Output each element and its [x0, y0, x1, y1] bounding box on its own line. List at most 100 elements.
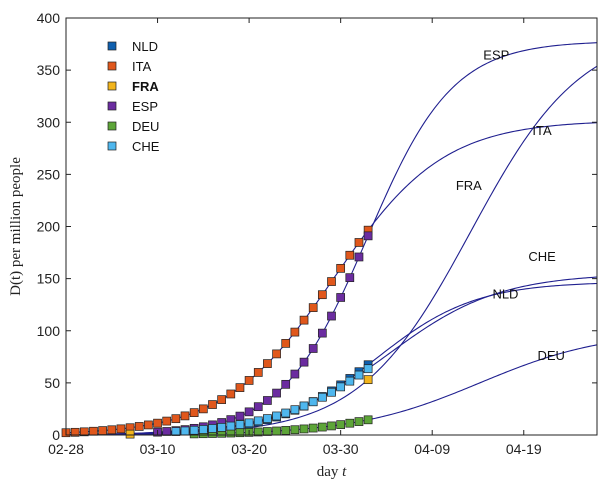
marker-deu [363, 415, 373, 425]
marker-ita [198, 404, 208, 414]
marker-che [317, 392, 327, 402]
marker-esp [308, 344, 318, 353]
legend-label-fra: FRA [132, 79, 159, 94]
y-axis-label: D(t) per million people [8, 157, 24, 296]
marker-esp [244, 407, 254, 417]
marker-ita [336, 263, 346, 273]
marker-esp [162, 427, 172, 436]
x-ticks: 02-28 03-10 03-20 03-30 04-09 04-19 [48, 18, 542, 457]
y-tick-label: 250 [37, 166, 61, 182]
legend-label-ita: ITA [132, 59, 152, 74]
curve-label-ita: ITA [532, 123, 552, 138]
legend-swatch-nld [107, 41, 117, 51]
x-tick-label: 02-28 [48, 441, 84, 457]
legend-label-che: CHE [132, 139, 160, 154]
marker-esp [345, 273, 355, 283]
marker-deu [336, 420, 346, 429]
marker-esp [354, 252, 364, 262]
marker-ita [281, 339, 291, 348]
marker-deu [354, 417, 364, 426]
marker-deu [263, 427, 272, 436]
curve-labels: NLD ITA FRA ESP DEU CHE [456, 48, 565, 363]
marker-che [217, 423, 226, 432]
curve-label-fra: FRA [456, 178, 482, 193]
marker-ita [89, 426, 98, 436]
y-tick-label: 400 [37, 10, 61, 26]
legend-swatch-deu [107, 121, 117, 131]
marker-che [226, 421, 236, 431]
marker-che [208, 424, 217, 433]
marker-che [290, 405, 300, 415]
marker-ita [327, 277, 336, 286]
marker-fra [363, 375, 373, 385]
x-tick-label: 03-20 [231, 441, 267, 457]
marker-ita [253, 368, 263, 377]
marker-esp [336, 293, 346, 302]
marker-fra [125, 429, 135, 439]
marker-che [308, 397, 318, 407]
curve-label-che: CHE [528, 249, 556, 264]
marker-che [299, 401, 309, 411]
marker-ita [189, 408, 199, 417]
marker-che [189, 425, 199, 435]
y-ticks: 0 50 100 150 200 250 300 350 400 [37, 10, 597, 443]
marker-deu [317, 422, 327, 432]
marker-esp [272, 388, 281, 398]
marker-che [171, 427, 181, 436]
curve-label-nld: NLD [492, 286, 518, 301]
marker-deu [290, 425, 300, 435]
marker-che [272, 411, 281, 421]
marker-ita [217, 395, 226, 404]
marker-ita [226, 389, 236, 399]
x-tick-label: 03-30 [323, 441, 359, 457]
legend-label-esp: ESP [132, 99, 158, 114]
curve-nld [65, 282, 598, 436]
marker-esp [290, 369, 300, 379]
marker-ita [98, 426, 107, 435]
marker-che [345, 376, 355, 386]
marker-esp [253, 402, 263, 412]
marker-ita [235, 383, 245, 392]
marker-che [327, 387, 336, 397]
marker-ita [317, 290, 327, 300]
marker-ita [144, 420, 153, 430]
marker-deu [253, 427, 263, 437]
marker-che [336, 382, 346, 392]
y-tick-label: 300 [37, 114, 61, 130]
marker-che [263, 414, 272, 423]
marker-deu [308, 423, 318, 433]
marker-ita [171, 414, 181, 424]
marker-ita [308, 303, 318, 312]
legend-label-deu: DEU [132, 119, 159, 134]
marker-ita [134, 422, 144, 431]
curve-label-deu: DEU [537, 348, 564, 363]
marker-che [281, 408, 291, 418]
x-axis-label: day t [317, 464, 347, 480]
marker-esp [317, 328, 327, 338]
marker-ita [345, 250, 355, 260]
marker-ita [153, 418, 162, 428]
marker-deu [299, 424, 309, 434]
x-tick-label: 04-19 [506, 441, 542, 457]
y-tick-label: 200 [37, 219, 61, 235]
marker-che [354, 370, 364, 380]
marker-ita [299, 315, 309, 325]
legend-swatch-fra [107, 81, 117, 91]
marker-ita [208, 400, 217, 409]
marker-esp [327, 311, 336, 321]
legend-label-nld: NLD [132, 39, 158, 54]
y-tick-label: 50 [44, 375, 60, 391]
marker-ita [70, 427, 80, 437]
y-tick-label: 0 [52, 427, 60, 443]
marker-esp [299, 357, 309, 367]
legend-swatch-che [107, 141, 117, 151]
marker-deu [272, 426, 281, 436]
legend: NLD ITA FRA ESP DEU CHE [107, 39, 160, 154]
marker-che [198, 425, 208, 434]
marker-deu [327, 421, 336, 431]
marker-ita [180, 411, 190, 421]
marker-che [363, 364, 373, 374]
legend-swatch-esp [107, 101, 117, 111]
marker-ita [290, 327, 300, 337]
marker-esp [281, 379, 291, 389]
